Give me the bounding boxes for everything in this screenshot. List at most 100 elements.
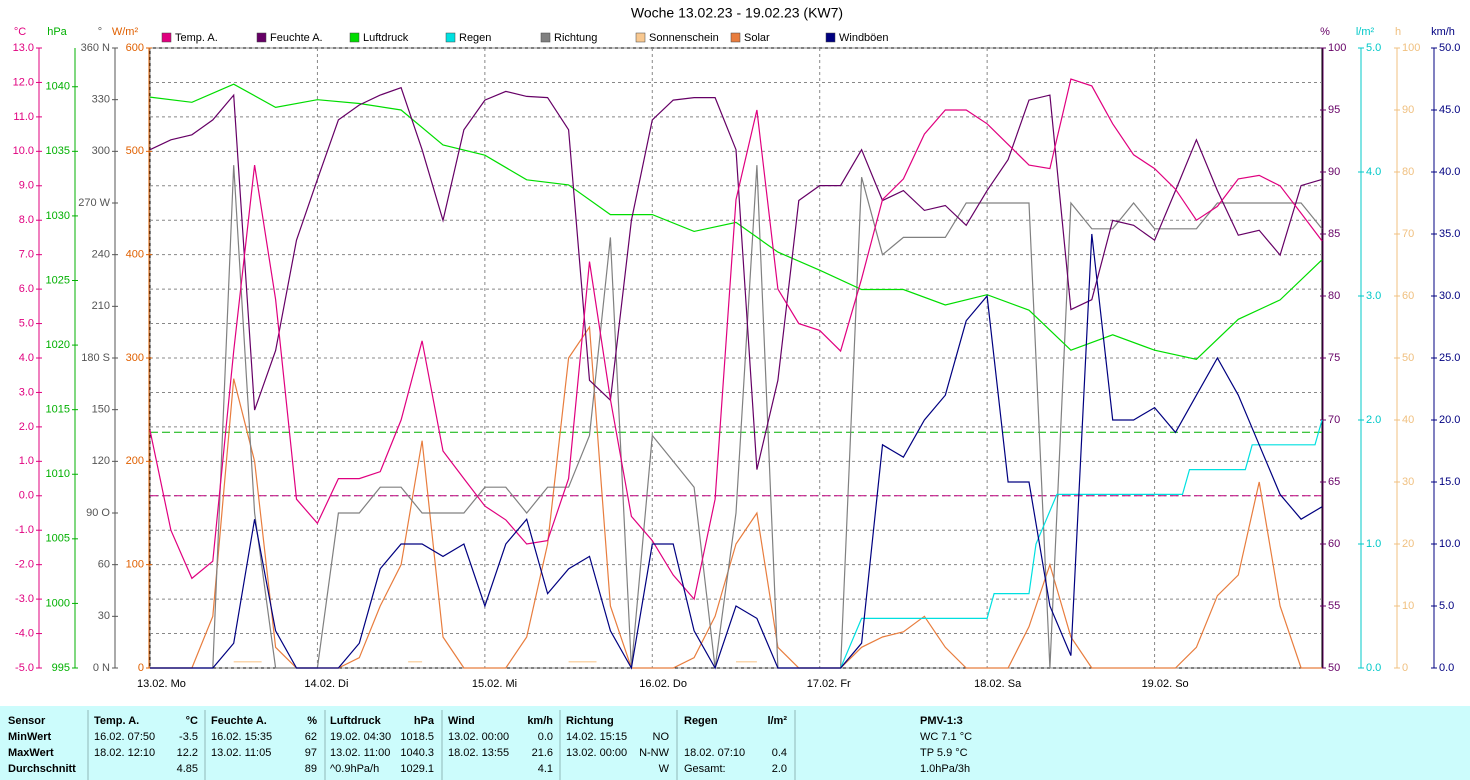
y-tick-label: 20 <box>1402 538 1414 550</box>
cell-value: 62 <box>305 731 317 743</box>
series-line <box>149 78 1323 601</box>
cell-time: ^0.9hPa/h <box>330 763 379 775</box>
y-tick-label: 2.0 <box>1366 414 1381 426</box>
cell-time: 14.02. 15:15 <box>566 731 627 743</box>
series-line <box>149 86 1323 470</box>
y-tick-label: -1.0 <box>15 524 34 536</box>
axis-title: °C <box>14 26 26 38</box>
y-tick-label: 4.0 <box>1366 166 1381 178</box>
series-line <box>149 83 1323 360</box>
series-line <box>150 233 1323 670</box>
cell-time: 16.02. 15:35 <box>211 731 272 743</box>
axis-title: l/m² <box>1356 26 1375 38</box>
cell-value: 0.0 <box>538 731 553 743</box>
cell-value: 1.0hPa/3h <box>920 763 970 775</box>
cell-time: 19.02. 04:30 <box>330 731 391 743</box>
cell-value: 4.85 <box>177 763 198 775</box>
table-unit: hPa <box>414 715 435 727</box>
legend-label: Windböen <box>839 32 889 44</box>
y-tick-label: 1040 <box>46 81 70 93</box>
x-tick-label: 13.02. Mo <box>137 678 186 690</box>
y-tick-label: 10.0 <box>13 145 34 157</box>
y-tick-label: 45.0 <box>1439 104 1460 116</box>
y-tick-label: 1020 <box>46 339 70 351</box>
legend-swatch <box>635 32 646 43</box>
y-tick-label: 1010 <box>46 468 70 480</box>
y-tick-label: 240 <box>92 249 110 261</box>
cell-value: 21.6 <box>532 747 553 759</box>
y-tick-label: 90 <box>1328 166 1340 178</box>
y-tick-label: 30 <box>1402 476 1414 488</box>
y-tick-label: 80 <box>1402 166 1414 178</box>
y-tick-label: 95 <box>1328 104 1340 116</box>
y-tick-label: 400 <box>126 249 144 261</box>
y-tick-label: 300 <box>92 145 110 157</box>
cell-time: 18.02. 13:55 <box>448 747 509 759</box>
y-tick-label: 10 <box>1402 600 1414 612</box>
cell-value: N-NW <box>639 747 670 759</box>
y-tick-label: 12.0 <box>13 76 34 88</box>
legend-label: Luftdruck <box>363 32 409 44</box>
y-tick-label: 10.0 <box>1439 538 1460 550</box>
y-tick-label: 35.0 <box>1439 228 1460 240</box>
cell-value: TP 5.9 °C <box>920 747 968 759</box>
y-tick-label: 150 <box>92 404 110 416</box>
y-tick-label: 60 <box>1328 538 1340 550</box>
axis-title: ° <box>98 26 102 38</box>
table-header: Temp. A. <box>94 715 139 727</box>
table-unit: °C <box>186 715 198 727</box>
y-tick-label: 1035 <box>46 145 70 157</box>
y-tick-label: 330 <box>92 94 110 106</box>
cell-value: 0.4 <box>772 747 787 759</box>
table-background <box>0 706 1470 780</box>
y-tick-label: 210 <box>92 300 110 312</box>
y-tick-label: 600 <box>126 42 144 54</box>
y-tick-label: 70 <box>1402 228 1414 240</box>
legend-swatch <box>256 32 267 43</box>
legend-swatch <box>349 32 360 43</box>
x-tick-label: 14.02. Di <box>304 678 348 690</box>
cell-time: Gesamt: <box>684 763 726 775</box>
y-tick-label: 4.0 <box>19 352 34 364</box>
table-header: Feuchte A. <box>211 715 267 727</box>
y-tick-label: 50 <box>1402 352 1414 364</box>
cell-value: 2.0 <box>772 763 787 775</box>
y-tick-label: 90 <box>1402 104 1414 116</box>
y-tick-label: 100 <box>1402 42 1420 54</box>
y-tick-label: 0 <box>138 662 144 674</box>
row-label: Durchschnitt <box>8 763 76 775</box>
y-tick-label: 55 <box>1328 600 1340 612</box>
y-tick-label: 70 <box>1328 414 1340 426</box>
legend-swatch <box>825 32 836 43</box>
axis-title: km/h <box>1431 26 1455 38</box>
y-tick-label: 25.0 <box>1439 352 1460 364</box>
cell-time: 18.02. 12:10 <box>94 747 155 759</box>
x-tick-label: 16.02. Do <box>639 678 687 690</box>
x-tick-label: 19.02. So <box>1142 678 1189 690</box>
y-tick-label: 15.0 <box>1439 476 1460 488</box>
y-tick-label: 30 <box>98 610 110 622</box>
y-tick-label: 200 <box>126 455 144 467</box>
y-tick-label: 40 <box>1402 414 1414 426</box>
series-line <box>150 165 1323 669</box>
y-tick-label: 360 N <box>81 42 110 54</box>
cell-time: 13.02. 11:00 <box>330 747 390 759</box>
legend-label: Regen <box>459 32 491 44</box>
legend-swatch <box>540 32 551 43</box>
y-tick-label: -4.0 <box>15 627 34 639</box>
table-header: PMV-1:3 <box>920 715 963 727</box>
y-tick-label: 300 <box>126 352 144 364</box>
y-tick-label: 1.0 <box>1366 538 1381 550</box>
x-tick-label: 17.02. Fr <box>807 678 851 690</box>
legend-label: Richtung <box>554 32 597 44</box>
cell-value: WC 7.1 °C <box>920 731 972 743</box>
y-tick-label: 60 <box>1402 290 1414 302</box>
y-tick-label: 500 <box>126 145 144 157</box>
y-tick-label: 8.0 <box>19 214 34 226</box>
table-header: Sensor <box>8 715 46 727</box>
y-tick-label: 995 <box>52 662 70 674</box>
x-tick-label: 15.02. Mi <box>472 678 517 690</box>
cell-value: 4.1 <box>538 763 553 775</box>
axis-title: W/m² <box>112 26 139 38</box>
